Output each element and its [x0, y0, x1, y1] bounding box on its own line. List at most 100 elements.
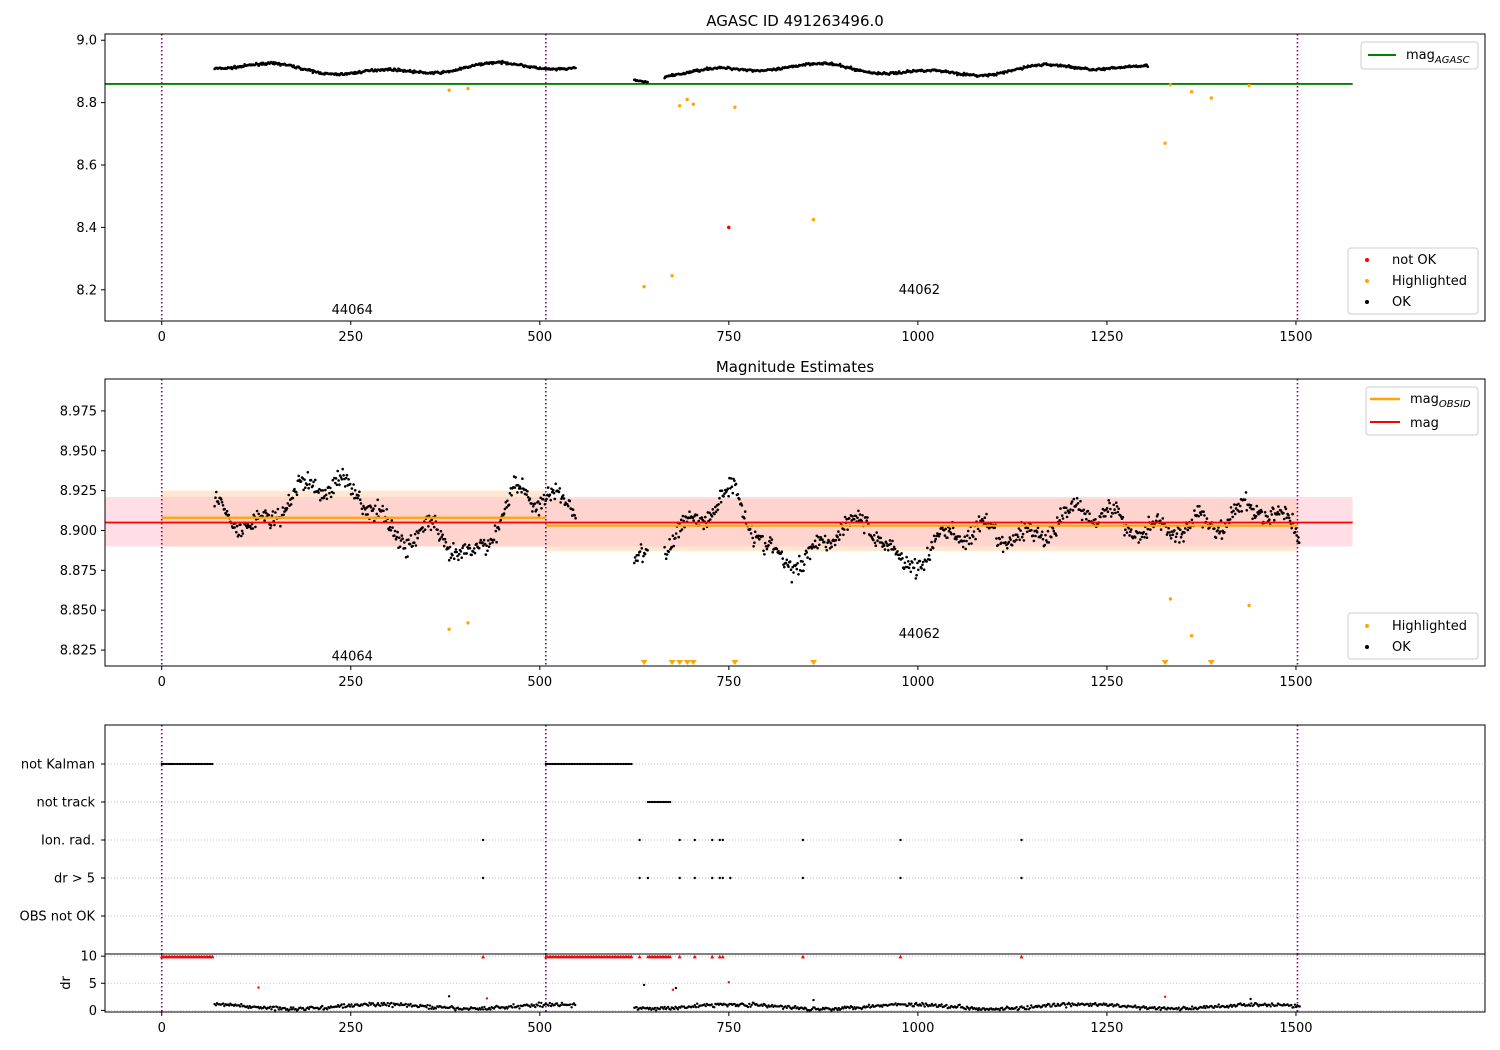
x-tick-label: 500 [527, 1021, 552, 1036]
dr-ok-point [246, 1005, 249, 1008]
highlighted-point [1247, 83, 1251, 88]
dr-ok-point [425, 1006, 428, 1009]
ok-point [417, 531, 420, 535]
flag-point [653, 800, 656, 804]
ok-point [1186, 528, 1190, 532]
ok-point [1100, 512, 1104, 515]
ok-point [495, 540, 498, 544]
ok-point [674, 536, 677, 540]
ok-point [821, 538, 824, 541]
ok-point [357, 494, 360, 497]
x-tick-label: 1000 [901, 1021, 934, 1036]
ok-point [1121, 515, 1125, 519]
ok-point [951, 526, 955, 530]
flag-point [182, 762, 185, 766]
flag-point [574, 762, 578, 766]
ok-point [1178, 541, 1181, 544]
x-tick-label: 0 [158, 330, 166, 345]
ok-point [574, 516, 577, 520]
dr-ok-point [238, 1005, 242, 1008]
dr-ok-point [341, 1006, 345, 1009]
ok-point [1129, 528, 1133, 531]
highlighted-below-range-marker [1207, 660, 1215, 665]
ok-point [251, 527, 255, 530]
dr-ok-point [569, 1003, 572, 1006]
ok-point [952, 532, 956, 536]
ok-point [1167, 526, 1170, 530]
dr-ok-point [1252, 1003, 1256, 1007]
ok-point [1254, 514, 1258, 518]
ok-point [837, 530, 840, 533]
ok-point [1240, 510, 1244, 513]
ok-point [1112, 503, 1115, 507]
dr-ok-point [409, 1002, 412, 1006]
dr-ok-point [541, 1005, 544, 1009]
dr-clipped-marker [717, 954, 722, 959]
ok-point [264, 509, 267, 512]
ok-point [646, 549, 649, 552]
ok-point [770, 538, 774, 541]
ok-point [1234, 507, 1238, 510]
dr-ok-point [506, 1007, 509, 1010]
flag-point [621, 762, 624, 766]
x-tick-label: 1000 [901, 330, 934, 345]
ok-point [470, 553, 474, 557]
ok-point [525, 493, 528, 497]
flag-category-label: dr > 5 [54, 872, 95, 887]
ok-point [1252, 507, 1255, 511]
ok-point [361, 512, 365, 516]
chart-title-magnitude-estimates: Magnitude Estimates [716, 358, 874, 376]
flag-point [638, 876, 641, 880]
ok-point [970, 542, 973, 545]
dr-ok-point [1026, 1005, 1029, 1008]
ok-point [482, 544, 485, 547]
dr-ok-point [1134, 1004, 1137, 1007]
ok-point [217, 502, 221, 506]
ok-point [789, 568, 793, 571]
ok-point [849, 65, 853, 68]
ok-point [324, 493, 328, 497]
dr-ok-point [930, 1002, 934, 1006]
ok-point [931, 546, 935, 550]
ok-point [240, 529, 244, 533]
ok-point [637, 553, 640, 557]
x-tick-label: 500 [527, 675, 552, 690]
ok-point [282, 513, 286, 517]
ok-point [1269, 510, 1273, 513]
ok-point [1237, 502, 1240, 506]
legend-points-magnitude-estimates: Highlighted OK [1347, 612, 1479, 660]
legend-marker-ok [1365, 645, 1369, 649]
flag-point [693, 838, 696, 842]
ok-point [531, 510, 534, 513]
ok-point [726, 487, 730, 491]
panel-flags: not Kalman not track Ion. rad. dr > 5 OBS no… [20, 724, 1486, 955]
ok-point [262, 510, 266, 514]
ok-point [240, 534, 243, 538]
ok-point [398, 545, 402, 548]
ok-point [465, 552, 469, 555]
dr-ok-point [1159, 1008, 1162, 1012]
ok-point [806, 556, 809, 559]
ok-point [1198, 504, 1201, 508]
ok-point [921, 563, 924, 567]
ok-point [376, 498, 380, 502]
ok-point [506, 499, 509, 503]
flag-point [203, 762, 206, 766]
ok-point [889, 542, 893, 546]
flag-point [614, 762, 617, 766]
dr-ok-point [922, 1003, 925, 1006]
highlighted-point [685, 97, 689, 102]
ok-point [981, 517, 984, 521]
ok-point [944, 527, 947, 531]
dr-ok-point [766, 1006, 769, 1009]
ok-point [874, 544, 878, 547]
flag-category-label: Ion. rad. [41, 834, 95, 849]
ok-point [767, 544, 770, 547]
ok-point [891, 539, 894, 543]
ok-point [1147, 515, 1150, 519]
ok-point [1123, 533, 1126, 537]
ok-point [1231, 515, 1234, 519]
ok-point [1094, 518, 1097, 521]
flag-point [567, 762, 570, 766]
chart-title-agasc: AGASC ID 491263496.0 [706, 12, 884, 30]
